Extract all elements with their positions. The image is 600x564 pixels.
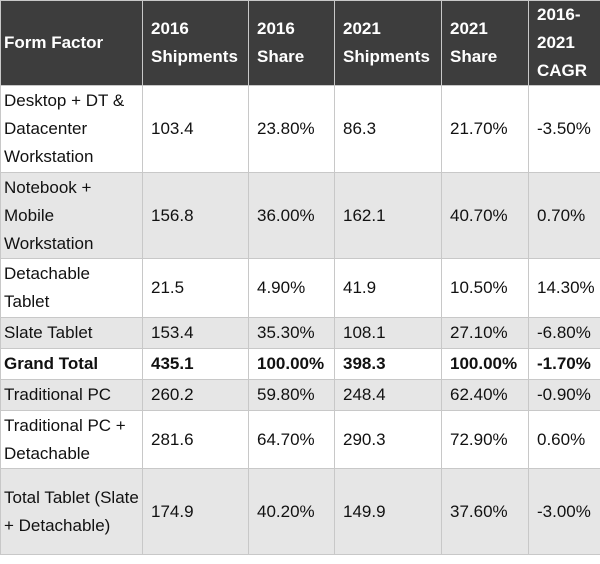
- table-cell: 23.80%: [248, 85, 335, 173]
- table-cell: 149.9: [334, 468, 442, 555]
- table-cell: 37.60%: [441, 468, 529, 555]
- header-cell: 2016-2021 CAGR: [528, 0, 600, 86]
- table-row: Traditional PC + Detachable 281.6 64.70% 29…: [0, 410, 600, 469]
- table-row: Traditional PC 260.2 59.80% 248.4 62.40% -0.9…: [0, 379, 600, 411]
- table-cell: 103.4: [142, 85, 249, 173]
- header-cell: 2016 Shipments: [142, 0, 249, 86]
- table-cell: 36.00%: [248, 172, 335, 259]
- table-cell: 0.70%: [528, 172, 600, 259]
- table-cell: 62.40%: [441, 379, 529, 411]
- table-cell: 41.9: [334, 258, 442, 318]
- table-cell: 35.30%: [248, 317, 335, 349]
- table-cell: 40.70%: [441, 172, 529, 259]
- row-label: Traditional PC + Detachable: [0, 410, 143, 469]
- table-cell: 10.50%: [441, 258, 529, 318]
- table-cell: 21.70%: [441, 85, 529, 173]
- table-cell: 248.4: [334, 379, 442, 411]
- table-cell: 4.90%: [248, 258, 335, 318]
- table-cell: 260.2: [142, 379, 249, 411]
- header-cell: Form Factor: [0, 0, 143, 86]
- table-body: Desktop + DT & Datacenter Workstation 103…: [0, 85, 600, 555]
- row-label: Desktop + DT & Datacenter Workstation: [0, 85, 143, 173]
- table-cell: 281.6: [142, 410, 249, 469]
- table-cell: 64.70%: [248, 410, 335, 469]
- table-cell: 162.1: [334, 172, 442, 259]
- row-label: Notebook + Mobile Workstation: [0, 172, 143, 259]
- header-cell: 2021 Share: [441, 0, 529, 86]
- table-cell: -0.90%: [528, 379, 600, 411]
- row-label: Traditional PC: [0, 379, 143, 411]
- table-cell: 27.10%: [441, 317, 529, 349]
- table-cell: 21.5: [142, 258, 249, 318]
- table-cell: -3.50%: [528, 85, 600, 173]
- table-row: Desktop + DT & Datacenter Workstation 103…: [0, 85, 600, 173]
- table-row: Slate Tablet 153.4 35.30% 108.1 27.10% -6.80%: [0, 317, 600, 349]
- table-cell: 398.3: [334, 348, 442, 380]
- table-cell: 156.8: [142, 172, 249, 259]
- table-cell: 174.9: [142, 468, 249, 555]
- row-label: Total Tablet (Slate + Detachable): [0, 468, 143, 555]
- row-label: Slate Tablet: [0, 317, 143, 349]
- table-row: Grand Total 435.1 100.00% 398.3 100.00% -1.70…: [0, 348, 600, 380]
- table-cell: 100.00%: [441, 348, 529, 380]
- table-cell: 0.60%: [528, 410, 600, 469]
- table-row: Notebook + Mobile Workstation 156.8 36.00%…: [0, 172, 600, 259]
- table-cell: 435.1: [142, 348, 249, 380]
- row-label: Grand Total: [0, 348, 143, 380]
- table-cell: -6.80%: [528, 317, 600, 349]
- table-cell: 40.20%: [248, 468, 335, 555]
- row-label: Detachable Tablet: [0, 258, 143, 318]
- table-cell: -1.70%: [528, 348, 600, 380]
- table-cell: 86.3: [334, 85, 442, 173]
- header-cell: 2016 Share: [248, 0, 335, 86]
- table-cell: -3.00%: [528, 468, 600, 555]
- table-cell: 290.3: [334, 410, 442, 469]
- table-row: Detachable Tablet 21.5 4.90% 41.9 10.50% 14.3…: [0, 258, 600, 318]
- table-cell: 72.90%: [441, 410, 529, 469]
- header-cell: 2021 Shipments: [334, 0, 442, 86]
- table-cell: 59.80%: [248, 379, 335, 411]
- table-cell: 14.30%: [528, 258, 600, 318]
- table-row: Total Tablet (Slate + Detachable) 174.9 40…: [0, 468, 600, 555]
- table-cell: 153.4: [142, 317, 249, 349]
- header-row: Form Factor 2016 Shipments 2016 Share 2021 …: [0, 0, 600, 86]
- table-header: Form Factor 2016 Shipments 2016 Share 2021 …: [0, 0, 600, 86]
- table-cell: 100.00%: [248, 348, 335, 380]
- table-cell: 108.1: [334, 317, 442, 349]
